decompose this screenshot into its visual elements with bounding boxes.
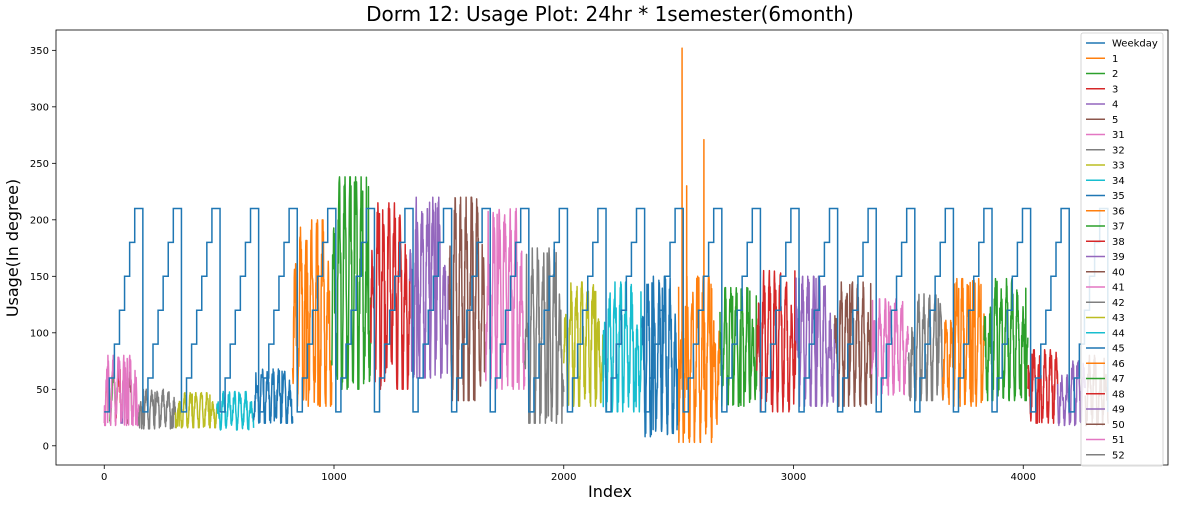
x-tick-label: 2000 <box>551 472 576 483</box>
series-line-34 <box>216 390 255 431</box>
y-tick-label: 350 <box>30 46 49 57</box>
series-line-40 <box>448 196 487 402</box>
legend-entry-label: 3 <box>1112 84 1118 95</box>
chart-title: Dorm 12: Usage Plot: 24hr * 1semester(6m… <box>366 2 854 26</box>
x-tick-label: 0 <box>101 472 107 483</box>
legend-entry-label: 52 <box>1112 450 1125 461</box>
legend: Weekday123453132333435363738394041424344… <box>1080 32 1164 467</box>
plot-frame <box>55 29 1169 466</box>
series-line-42 <box>523 247 565 424</box>
series-line-32 <box>137 388 177 430</box>
legend-entry-label: Weekday <box>1112 39 1158 50</box>
series-layer <box>103 47 1110 444</box>
legend-entry-label: 4 <box>1112 100 1118 111</box>
y-axis-label: Usage(In degree) <box>3 179 22 317</box>
legend-entry-label: 38 <box>1112 237 1125 248</box>
legend-entry-label: 42 <box>1112 298 1125 309</box>
legend-entry-label: 40 <box>1112 267 1125 278</box>
series-line-35 <box>252 368 294 424</box>
series-line-48 <box>755 269 797 413</box>
y-tick-label: 150 <box>30 272 49 283</box>
x-tick-label: 3000 <box>781 472 806 483</box>
series-line-51 <box>870 298 910 396</box>
legend-entry-label: 41 <box>1112 283 1125 294</box>
y-tick-label: 0 <box>43 441 49 452</box>
series-line-41 <box>484 207 526 391</box>
legend-entry-label: 35 <box>1112 191 1125 202</box>
series-line-extra-27 <box>942 277 985 407</box>
series-line-36 <box>291 219 333 407</box>
legend-entry-label: 36 <box>1112 206 1125 217</box>
legend-entry-label: 46 <box>1112 359 1125 370</box>
legend-entry-label: 1 <box>1112 54 1118 65</box>
series-line-39 <box>409 196 450 379</box>
legend-entry-label: 50 <box>1112 420 1125 431</box>
series-line-33 <box>174 391 218 429</box>
series-line-weekday <box>104 207 1109 413</box>
y-tick-label: 250 <box>30 159 49 170</box>
series-line-44 <box>602 281 643 413</box>
x-tick-label: 4000 <box>1011 472 1036 483</box>
legend-entry-label: 48 <box>1112 389 1125 400</box>
series-line-38 <box>370 202 411 391</box>
legend-entry-label: 43 <box>1112 313 1125 324</box>
legend-entry-label: 51 <box>1112 435 1125 446</box>
legend-entry-label: 2 <box>1112 69 1118 80</box>
legend-entry-label: 5 <box>1112 115 1118 126</box>
x-tick-label: 1000 <box>321 472 346 483</box>
series-line-49 <box>795 275 836 407</box>
series-line-47 <box>719 286 758 407</box>
legend-entry-label: 45 <box>1112 344 1125 355</box>
y-tick-label: 300 <box>30 102 49 113</box>
x-axis-label: Index <box>588 482 632 501</box>
y-tick-label: 100 <box>30 328 49 339</box>
legend-entry-label: 37 <box>1112 222 1125 233</box>
series-line-extra-28 <box>983 277 1029 402</box>
legend-entry-label: 44 <box>1112 328 1125 339</box>
legend-entry-label: 34 <box>1112 176 1125 187</box>
series-line-37 <box>330 176 372 391</box>
series-line-extra-29 <box>1027 349 1059 424</box>
y-tick-label: 50 <box>36 385 49 396</box>
y-tick-label: 200 <box>30 215 49 226</box>
axes-layer: 0 1000 2000 3000 4000 0 50 100 150 200 250 300 350 <box>30 46 1036 483</box>
legend-entry-label: 33 <box>1112 161 1125 172</box>
legend-entry-label: 49 <box>1112 405 1125 416</box>
legend-entry-label: 47 <box>1112 374 1125 385</box>
series-line-45 <box>641 275 680 438</box>
series-line-46 <box>677 47 721 444</box>
legend-entry-label: 32 <box>1112 145 1125 156</box>
legend-box <box>1080 32 1164 467</box>
legend-entry-label: 31 <box>1112 130 1125 141</box>
legend-entry-label: 39 <box>1112 252 1125 263</box>
